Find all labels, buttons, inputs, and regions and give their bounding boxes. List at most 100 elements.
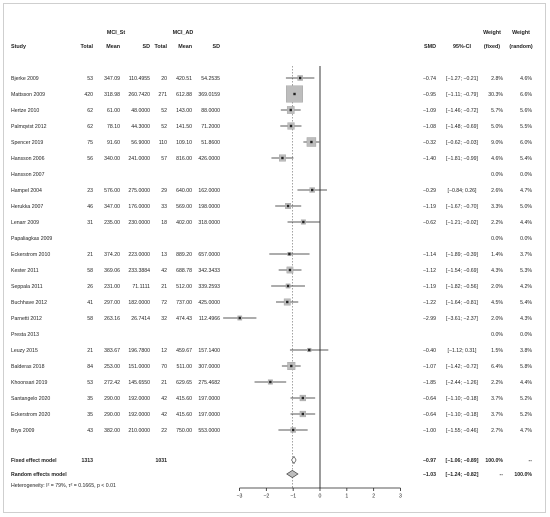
cell-s1: 275.0000 — [128, 188, 150, 194]
cell-m1: 318.98 — [104, 92, 120, 98]
cell-n2: 33 — [161, 204, 167, 210]
effect-point — [310, 140, 313, 144]
cell-n1: 84 — [87, 364, 93, 370]
cell-wf: 2.2% — [491, 380, 503, 386]
fixed-effect-row: Fixed effect model 1313 1031 −0.97 [−1.06; −… — [11, 458, 532, 464]
cell-m1: 382.00 — [104, 428, 120, 434]
cell-s1: 176.0000 — [128, 204, 150, 210]
cell-smd-text: −1.00 — [423, 428, 436, 434]
random-effect-diamond — [286, 470, 299, 478]
cell-wf: 2.7% — [491, 428, 503, 434]
cell-m2: 511.00 — [177, 364, 193, 370]
cell-ci-text: [−1.67; −0.70] — [446, 204, 479, 210]
cell-n2: 52 — [161, 124, 167, 130]
cell-wr: 5.6% — [520, 108, 532, 114]
cell-s1: 210.0000 — [128, 428, 150, 434]
cell-smd-text: −0.64 — [423, 412, 436, 418]
cell-wr: 3.7% — [520, 252, 532, 258]
cell-smd-text: −0.74 — [423, 76, 436, 82]
table-row: Khoonsari 2019 53 272.42 145.6550 21 629.65 27… — [11, 380, 532, 386]
cell-wr: 5.2% — [520, 396, 532, 402]
cell-n1: 23 — [87, 188, 93, 194]
cell-wf: 9.0% — [491, 140, 503, 146]
cell-study: Mattsson 2009 — [11, 92, 45, 98]
cell-wf: 1.5% — [491, 348, 503, 354]
cell-n1: 35 — [87, 396, 93, 402]
cell-m2: 750.00 — [176, 428, 192, 434]
table-row: Seppala 2011 26 231.00 71.1111 21 512.00 339.2… — [11, 284, 532, 290]
cell-n1: 53 — [87, 76, 93, 82]
header-total-st: Total — [81, 44, 94, 50]
cell-m1: 61.00 — [107, 108, 120, 114]
cell-s1: 26.7414 — [131, 316, 150, 322]
table-row: Palmqvist 2012 62 78.10 44.3000 52 141.50 71.2… — [11, 124, 532, 130]
cell-study: Parnetti 2012 — [11, 316, 42, 322]
cell-study: Kester 2011 — [11, 268, 39, 274]
header-weight-fixed-sub: (fixed) — [484, 44, 500, 50]
cell-n2: 20 — [161, 76, 167, 82]
cell-wf: 3.7% — [491, 396, 503, 402]
x-tick-label: −1 — [290, 494, 296, 500]
plot-area: −3 −2 −1 0 1 2 3 — [223, 66, 402, 500]
cell-ci-text: [−0.84; 0.26] — [448, 188, 478, 194]
cell-n1: 420 — [84, 92, 93, 98]
cell-n2: 13 — [161, 252, 167, 258]
cell-m2: 629.65 — [176, 380, 192, 386]
cell-m1: 290.00 — [104, 396, 120, 402]
cell-ci-text: [−1.54; −0.69] — [446, 268, 479, 274]
cell-wr: 6.0% — [520, 140, 532, 146]
cell-smd-text: −1.19 — [423, 204, 436, 210]
cell-m2: 640.00 — [176, 188, 192, 194]
cell-wf: 2.2% — [491, 220, 503, 226]
cell-study: Eckerstrom 2010 — [11, 252, 50, 258]
cell-s2: 112.4966 — [199, 316, 220, 322]
cell-wr: 5.5% — [520, 124, 532, 130]
cell-s1: 192.0000 — [128, 412, 150, 418]
cell-m1: 369.06 — [104, 268, 120, 274]
cell-study: Lenarr 2009 — [11, 220, 39, 226]
cell-n2: 70 — [161, 364, 167, 370]
random-label: Random effects model — [11, 472, 67, 478]
cell-wf: 2.0% — [491, 316, 503, 322]
cell-n2: 52 — [161, 108, 167, 114]
cell-n1: 31 — [87, 220, 93, 226]
cell-s1: 192.0000 — [128, 396, 150, 402]
fixed-smd-text: −0.97 — [423, 458, 436, 464]
effect-point — [288, 252, 291, 256]
cell-s2: 71.2000 — [201, 124, 220, 130]
cell-ci-text: [−1.21; −0.02] — [446, 220, 479, 226]
cell-s2: 157.1400 — [198, 348, 220, 354]
cell-smd-text: −2.99 — [423, 316, 436, 322]
cell-m1: 347.09 — [104, 76, 120, 82]
x-tick-label: −3 — [237, 494, 243, 500]
cell-wf: 30.3% — [488, 92, 503, 98]
x-tick-label: 2 — [372, 494, 375, 500]
cell-study: Herukka 2007 — [11, 204, 43, 210]
effect-point — [281, 156, 284, 160]
header-weight-random-sub: (random) — [509, 44, 533, 50]
cell-ci-text: [−1.11; −0.79] — [446, 92, 478, 98]
table-row: Papaliagkas 2009 0.0% 0.0% — [11, 236, 532, 242]
cell-s2: 426.0000 — [198, 156, 220, 162]
cell-n1: 62 — [87, 124, 93, 130]
cell-s2: 318.0000 — [198, 220, 220, 226]
random-wf: -- — [500, 472, 504, 478]
cell-n1: 21 — [87, 348, 93, 354]
cell-n2: 42 — [161, 268, 167, 274]
table-row: Mattsson 2009 420 318.98 260.7420 271 612.88 3… — [11, 92, 532, 98]
effect-point — [311, 188, 314, 192]
cell-m1: 374.20 — [104, 252, 120, 258]
cell-study: Eckerstrom 2020 — [11, 412, 50, 418]
table-row: Spencer 2019 75 91.60 56.9000 110 109.10 51.86… — [11, 140, 532, 146]
cell-s1: 223.0000 — [128, 252, 150, 258]
cell-n2: 271 — [158, 92, 167, 98]
cell-ci-text: [−0.62; −0.03] — [446, 140, 479, 146]
cell-wf: 4.5% — [491, 300, 503, 306]
effect-point — [308, 348, 311, 352]
cell-n1: 53 — [87, 380, 93, 386]
header-weight-random: Weight — [512, 30, 530, 36]
header-group-ad: MCI_AD — [173, 30, 194, 36]
figure-frame — [3, 3, 546, 513]
cell-wr: 4.4% — [520, 220, 532, 226]
cell-m2: 474.43 — [176, 316, 192, 322]
